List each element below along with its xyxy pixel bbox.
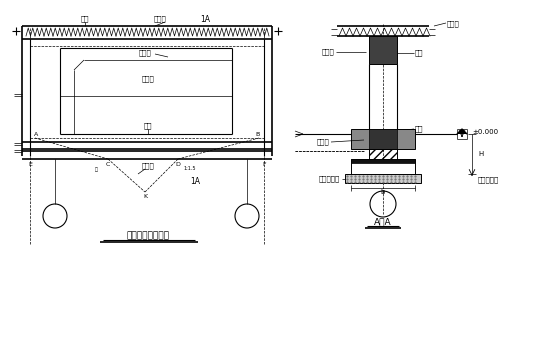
Text: 圈梁: 圈梁 [415,50,423,56]
Polygon shape [457,129,467,134]
Text: H: H [478,151,483,157]
Text: C: C [106,161,110,166]
Text: 空心板: 空心板 [153,16,166,22]
Bar [351,129,415,149]
Bar [369,36,397,64]
Text: 地梁: 地梁 [144,123,152,129]
Bar [351,159,415,174]
Text: 门框梁: 门框梁 [139,50,151,56]
Text: F: F [262,161,266,166]
Text: 1:1.5: 1:1.5 [184,166,196,172]
Text: 图一，门框架布置: 图一，门框架布置 [126,232,170,240]
Text: b: b [381,189,385,195]
Text: 空心板: 空心板 [447,21,460,27]
Text: 门框柱: 门框柱 [141,76,154,82]
Text: 垫基底标高: 垫基底标高 [478,177,499,183]
Text: B: B [256,132,260,138]
Text: 门框梁: 门框梁 [321,49,334,55]
Text: 1A: 1A [200,14,210,23]
Text: E: E [28,161,32,166]
Bar [369,129,397,149]
Text: 圈梁: 圈梁 [81,16,89,22]
Text: K: K [143,194,147,200]
Text: 地层基: 地层基 [141,163,154,169]
Text: A－A: A－A [374,217,392,226]
Bar [351,159,415,163]
Text: D: D [176,161,180,166]
Polygon shape [457,134,467,139]
Text: 地梁: 地梁 [415,126,423,132]
Text: 斜: 斜 [94,166,98,172]
Bar [369,149,397,159]
Text: 混凝土垫层: 混凝土垫层 [319,176,340,182]
Text: 地梁架: 地梁架 [316,139,329,145]
Text: ±0.000: ±0.000 [472,129,498,135]
Bar [345,174,421,183]
Text: A: A [34,132,38,138]
Text: 1A: 1A [190,176,200,185]
